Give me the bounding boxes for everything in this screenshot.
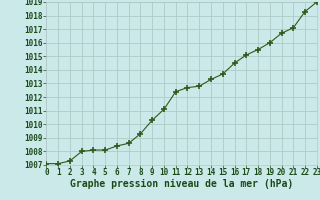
X-axis label: Graphe pression niveau de la mer (hPa): Graphe pression niveau de la mer (hPa) <box>70 179 293 189</box>
